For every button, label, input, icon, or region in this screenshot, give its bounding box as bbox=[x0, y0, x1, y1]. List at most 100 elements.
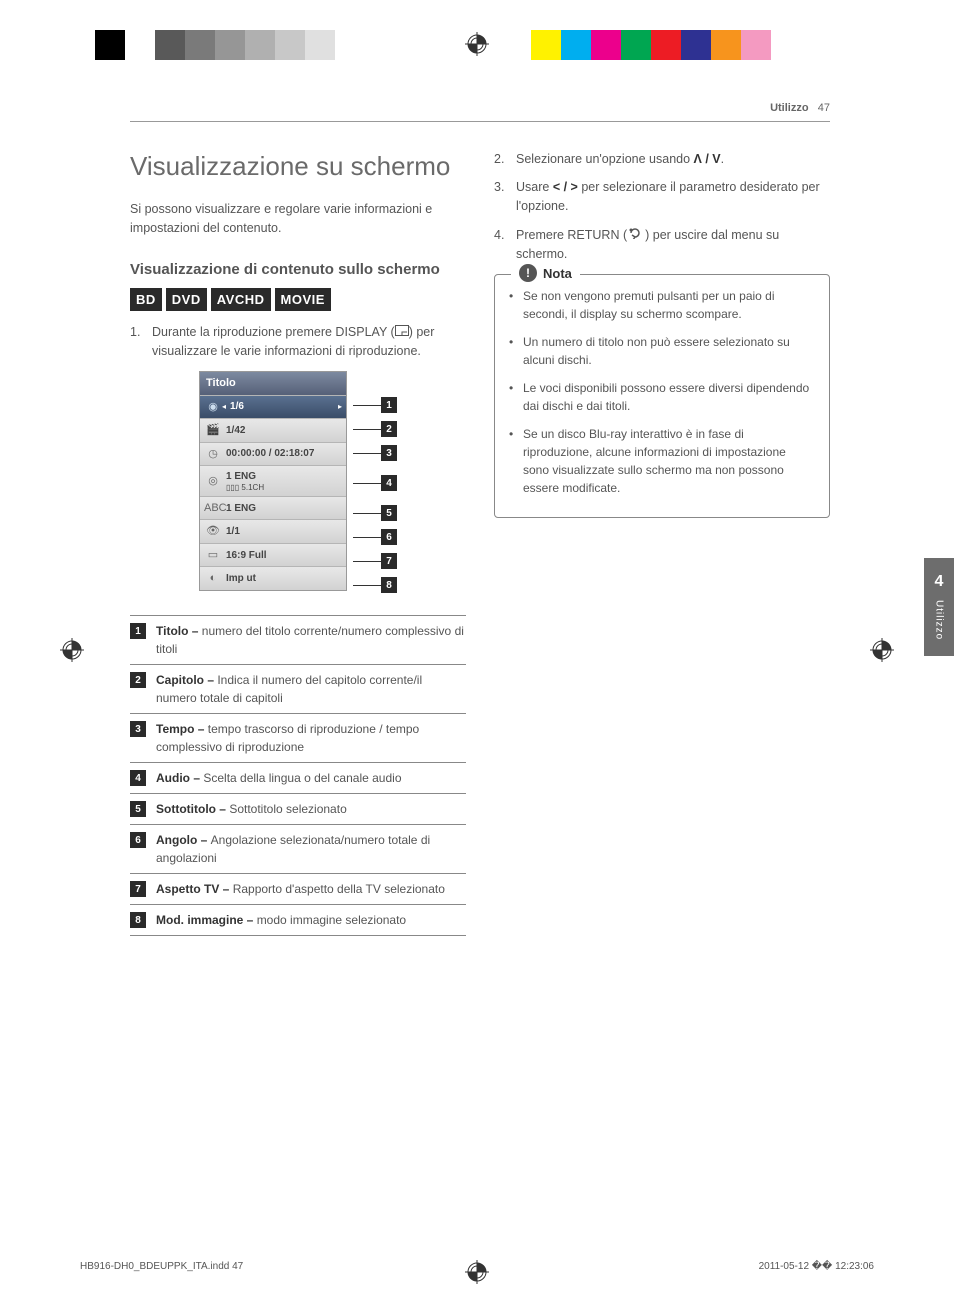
note-label: Nota bbox=[543, 264, 572, 284]
note-item: Un numero di titolo non può essere selez… bbox=[509, 333, 815, 369]
osd-row: ◎1 ENG▯▯▯ 5.1CH bbox=[200, 465, 346, 496]
osd-row-icon: ◐ bbox=[204, 570, 222, 587]
callout-number: 8 bbox=[381, 577, 397, 593]
osd-row-value: 1 ENG bbox=[222, 501, 342, 516]
osd-row: 🎬1/42 bbox=[200, 418, 346, 442]
callout-line: 2 bbox=[353, 417, 397, 441]
sub-heading: Visualizzazione di contenuto sullo scher… bbox=[130, 260, 466, 280]
definition-text: Mod. immagine – modo immagine selezionat… bbox=[156, 911, 406, 929]
colorbar-swatch bbox=[215, 30, 245, 60]
intro-text: Si possono visualizzare e regolare varie… bbox=[130, 200, 466, 238]
colorbar-swatch bbox=[591, 30, 621, 60]
colorbar-swatch bbox=[681, 30, 711, 60]
print-colorbar-left bbox=[95, 30, 335, 60]
osd-panel: Titolo ◉◂1/6▸🎬1/42◷00:00:00 / 02:18:07◎1… bbox=[199, 371, 347, 591]
note-item: Se non vengono premuti pulsanti per un p… bbox=[509, 287, 815, 323]
display-icon bbox=[395, 324, 409, 343]
callout-number: 4 bbox=[381, 475, 397, 491]
right-column: 2.Selezionare un'opzione usando Λ / V.3.… bbox=[494, 150, 830, 937]
osd-row-value: Imp ut bbox=[222, 571, 342, 586]
callout-line: 7 bbox=[353, 549, 397, 573]
header-section: Utilizzo bbox=[770, 102, 809, 114]
definition-item: 8 Mod. immagine – modo immagine seleziona… bbox=[130, 905, 466, 936]
osd-row-icon: ◉ bbox=[204, 399, 222, 416]
osd-row: ◷00:00:00 / 02:18:07 bbox=[200, 442, 346, 466]
footer-timestamp: 2011-05-12 �� 12:23:06 bbox=[759, 1259, 874, 1274]
instruction-step: 4.Premere RETURN () per uscire dal menu … bbox=[494, 226, 830, 264]
colorbar-swatch bbox=[185, 30, 215, 60]
osd-row-value: 00:00:00 / 02:18:07 bbox=[222, 446, 342, 461]
definition-number: 8 bbox=[130, 912, 146, 928]
step-1: Durante la riproduzione premere DISPLAY … bbox=[130, 323, 466, 361]
callout-number: 3 bbox=[381, 445, 397, 461]
definition-text: Titolo – numero del titolo corrente/nume… bbox=[156, 622, 466, 658]
osd-row-icon: ◎ bbox=[204, 473, 222, 490]
definition-number: 6 bbox=[130, 832, 146, 848]
definition-item: 6 Angolo – Angolazione selezionata/numero… bbox=[130, 825, 466, 874]
page-header: Utilizzo 47 bbox=[130, 100, 830, 122]
page-footer: HB916-DH0_BDEUPPK_ITA.indd 47 2011-05-12… bbox=[80, 1259, 874, 1274]
definition-number: 7 bbox=[130, 881, 146, 897]
callout-number: 5 bbox=[381, 505, 397, 521]
colorbar-swatch bbox=[125, 30, 155, 60]
callout-line: 3 bbox=[353, 441, 397, 465]
definition-item: 3 Tempo – tempo trascorso di riproduzione… bbox=[130, 714, 466, 763]
colorbar-swatch bbox=[741, 30, 771, 60]
definition-item: 5 Sottotitolo – Sottotitolo selezionato bbox=[130, 794, 466, 825]
osd-title: Titolo bbox=[200, 372, 346, 395]
definition-number: 3 bbox=[130, 721, 146, 737]
callout-line: 5 bbox=[353, 501, 397, 525]
definition-text: Capitolo – Indica il numero del capitolo… bbox=[156, 671, 466, 707]
definition-text: Tempo – tempo trascorso di riproduzione … bbox=[156, 720, 466, 756]
osd-row-value: 1/6 bbox=[226, 399, 338, 414]
colorbar-swatch bbox=[621, 30, 651, 60]
osd-row: ▭16:9 Full bbox=[200, 543, 346, 567]
definition-text: Audio – Scelta della lingua o del canale… bbox=[156, 769, 402, 787]
definition-item: 1Titolo – numero del titolo corrente/num… bbox=[130, 615, 466, 665]
registration-mark-icon bbox=[870, 638, 894, 662]
colorbar-swatch bbox=[245, 30, 275, 60]
osd-row-icon: 👁 bbox=[204, 523, 222, 540]
registration-mark-icon bbox=[465, 32, 489, 56]
definition-item: 7 Aspetto TV – Rapporto d'aspetto della T… bbox=[130, 874, 466, 905]
colorbar-swatch bbox=[305, 30, 335, 60]
registration-mark-icon bbox=[60, 638, 84, 662]
chapter-tab-number: 4 bbox=[924, 570, 954, 594]
colorbar-swatch bbox=[155, 30, 185, 60]
osd-row: ◉◂1/6▸ bbox=[200, 395, 346, 419]
callout-line: 4 bbox=[353, 465, 397, 501]
format-badges: BDDVDAVCHDMOVIE bbox=[130, 288, 466, 312]
definition-item: 2 Capitolo – Indica il numero del capitol… bbox=[130, 665, 466, 714]
colorbar-swatch bbox=[711, 30, 741, 60]
format-badge: BD bbox=[130, 288, 162, 312]
definition-text: Aspetto TV – Rapporto d'aspetto della TV… bbox=[156, 880, 445, 898]
osd-row-value: 1/1 bbox=[222, 524, 342, 539]
osd-row: 👁1/1 bbox=[200, 519, 346, 543]
chapter-tab-label: Utilizzo bbox=[932, 600, 947, 640]
callout-number: 6 bbox=[381, 529, 397, 545]
definition-list: 1Titolo – numero del titolo corrente/num… bbox=[130, 615, 466, 936]
definition-number: 2 bbox=[130, 672, 146, 688]
definition-number: 4 bbox=[130, 770, 146, 786]
print-colorbar-right bbox=[531, 30, 771, 60]
definition-number: 5 bbox=[130, 801, 146, 817]
footer-filename: HB916-DH0_BDEUPPK_ITA.indd 47 bbox=[80, 1259, 243, 1274]
osd-row-value: 1/42 bbox=[222, 423, 342, 438]
chapter-tab: 4 Utilizzo bbox=[924, 558, 954, 656]
definition-text: Sottotitolo – Sottotitolo selezionato bbox=[156, 800, 347, 818]
definition-text: Angolo – Angolazione selezionata/numero … bbox=[156, 831, 466, 867]
colorbar-swatch bbox=[561, 30, 591, 60]
header-page-number: 47 bbox=[818, 102, 830, 114]
format-badge: DVD bbox=[166, 288, 207, 312]
osd-row-icon: ▭ bbox=[204, 547, 222, 564]
note-item: Le voci disponibili possono essere diver… bbox=[509, 379, 815, 415]
callout-line: 8 bbox=[353, 573, 397, 597]
note-item: Se un disco Blu-ray interattivo è in fas… bbox=[509, 425, 815, 497]
note-box: ! Nota Se non vengono premuti pulsanti p… bbox=[494, 274, 830, 518]
osd-row: ABC1 ENG bbox=[200, 496, 346, 520]
main-heading: Visualizzazione su schermo bbox=[130, 150, 466, 183]
osd-row-icon: ABC bbox=[204, 500, 222, 517]
callout-number: 2 bbox=[381, 421, 397, 437]
colorbar-swatch bbox=[531, 30, 561, 60]
callout-line: 1 bbox=[353, 393, 397, 417]
